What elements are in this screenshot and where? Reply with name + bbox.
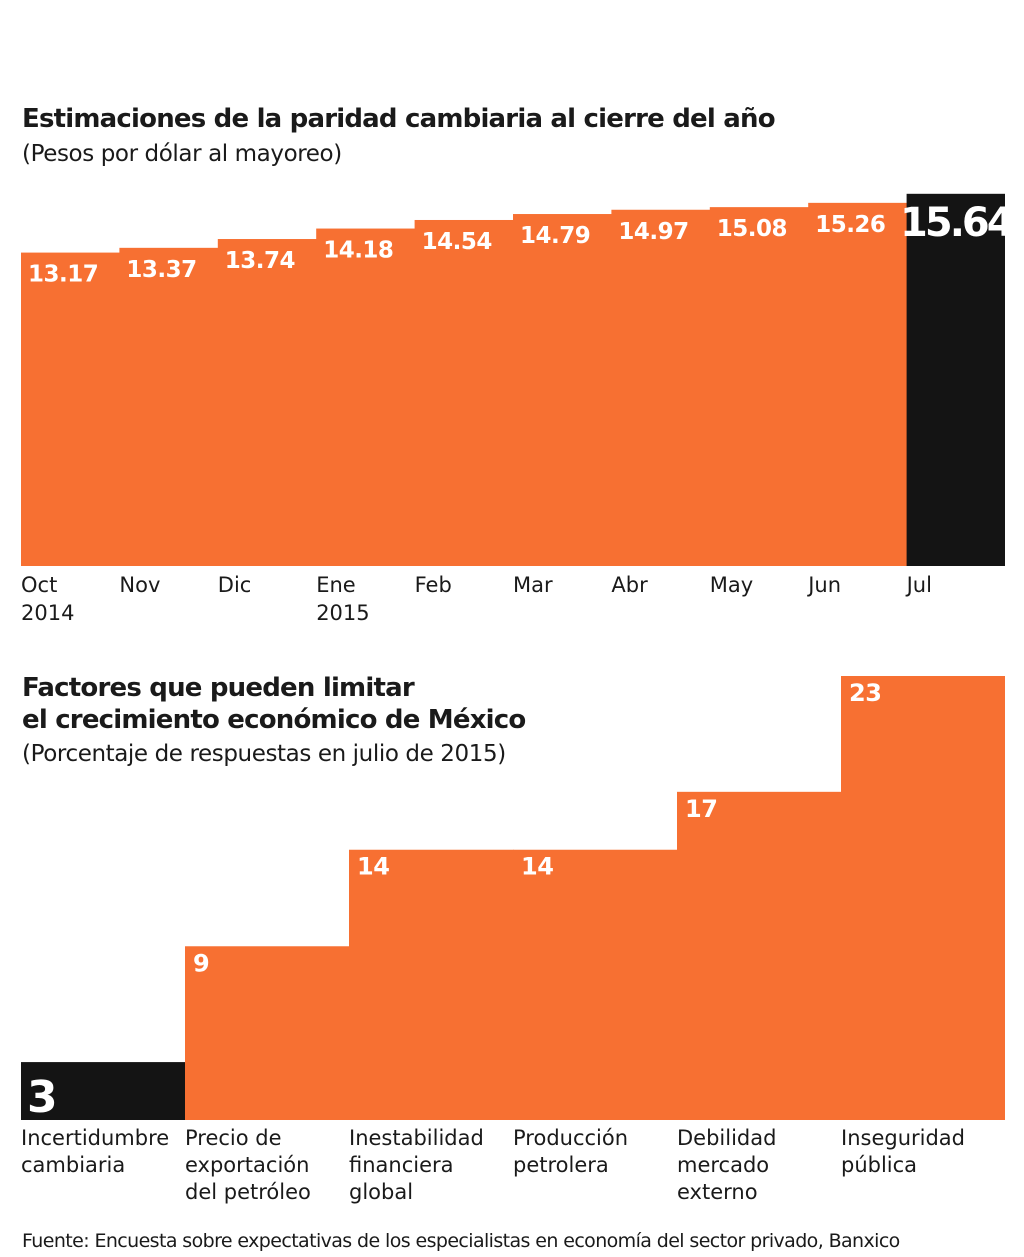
bar-feb	[414, 219, 514, 567]
category-label: Incertidumbre	[21, 1126, 169, 1150]
category-label: petrolera	[513, 1153, 609, 1177]
value-label: 15.08	[717, 216, 787, 242]
category-label: Jun	[806, 573, 841, 597]
bar-factor-6	[841, 676, 1005, 1120]
value-label: 14	[521, 853, 553, 881]
chart1-title: Estimaciones de la paridad cambiaria al …	[22, 104, 776, 134]
chart1-subtitle: (Pesos por dólar al mayoreo)	[22, 141, 342, 167]
source-note: Fuente: Encuesta sobre expectativas de l…	[22, 1230, 900, 1252]
growth-factors-chart: 3 Incertidumbre cambiaria 9 Precio de exporta…	[21, 676, 1005, 1204]
category-label: May	[710, 573, 753, 597]
category-label: 2014	[21, 601, 74, 625]
category-label: mercado	[677, 1153, 769, 1177]
bar-jul	[906, 193, 1005, 566]
chart2-title-line1: Factores que pueden limitar	[22, 673, 415, 703]
category-label: Jul	[905, 573, 932, 597]
category-label: Producción	[513, 1126, 628, 1150]
value-label: 14.97	[618, 219, 688, 245]
category-label: Feb	[415, 573, 452, 597]
value-label: 23	[849, 679, 881, 707]
bar-factor-3	[349, 849, 514, 1120]
category-label: Debilidad	[677, 1126, 776, 1150]
category-label: Dic	[218, 573, 252, 597]
value-label: 14.54	[422, 229, 492, 255]
bar-ene	[316, 228, 416, 567]
bar-dic	[217, 239, 317, 567]
category-label: cambiaria	[21, 1153, 125, 1177]
category-label: pública	[841, 1153, 917, 1177]
category-label: Mar	[513, 573, 553, 597]
category-label: Ene	[316, 573, 356, 597]
bar-may	[709, 207, 809, 567]
value-label: 3	[27, 1072, 56, 1123]
category-label: Abr	[611, 573, 648, 597]
bar-factor-4	[513, 849, 678, 1120]
bar-factor-2	[185, 946, 350, 1120]
category-label: del petróleo	[185, 1180, 311, 1204]
exchange-rate-chart: 13.17 Oct 2014 13.37 Nov 13.74 Dic 14.18 Ene 2015…	[21, 193, 1013, 625]
bar-nov	[119, 247, 219, 566]
value-label: 15.64	[900, 200, 1013, 246]
value-label: 14.18	[323, 238, 393, 264]
category-label: global	[349, 1180, 413, 1204]
bar-abr	[611, 209, 711, 566]
category-label: Oct	[21, 573, 57, 597]
value-label: 14	[357, 853, 389, 881]
category-label: Inestabilidad	[349, 1126, 484, 1150]
bar-mar	[513, 214, 612, 566]
bar-factor-5	[677, 791, 842, 1120]
value-label: 17	[685, 795, 717, 823]
bar-oct	[21, 252, 120, 566]
category-label: Inseguridad	[841, 1126, 965, 1150]
category-label: externo	[677, 1180, 758, 1204]
value-label: 13.17	[28, 262, 98, 288]
chart2-subtitle: (Porcentaje de respuestas en julio de 20…	[22, 741, 506, 767]
bar-jun	[808, 202, 908, 566]
value-label: 14.79	[520, 223, 590, 249]
chart2-title-line2: el crecimiento económico de México	[22, 705, 526, 735]
value-label: 15.26	[815, 212, 885, 238]
category-label: Precio de	[185, 1126, 282, 1150]
value-label: 13.74	[225, 248, 295, 274]
category-label: 2015	[316, 601, 369, 625]
value-label: 13.37	[126, 257, 196, 283]
value-label: 9	[193, 949, 209, 977]
category-label: exportación	[185, 1153, 309, 1177]
bar-factor-1	[21, 1062, 186, 1120]
category-label: Nov	[119, 573, 160, 597]
category-label: financiera	[349, 1153, 454, 1177]
